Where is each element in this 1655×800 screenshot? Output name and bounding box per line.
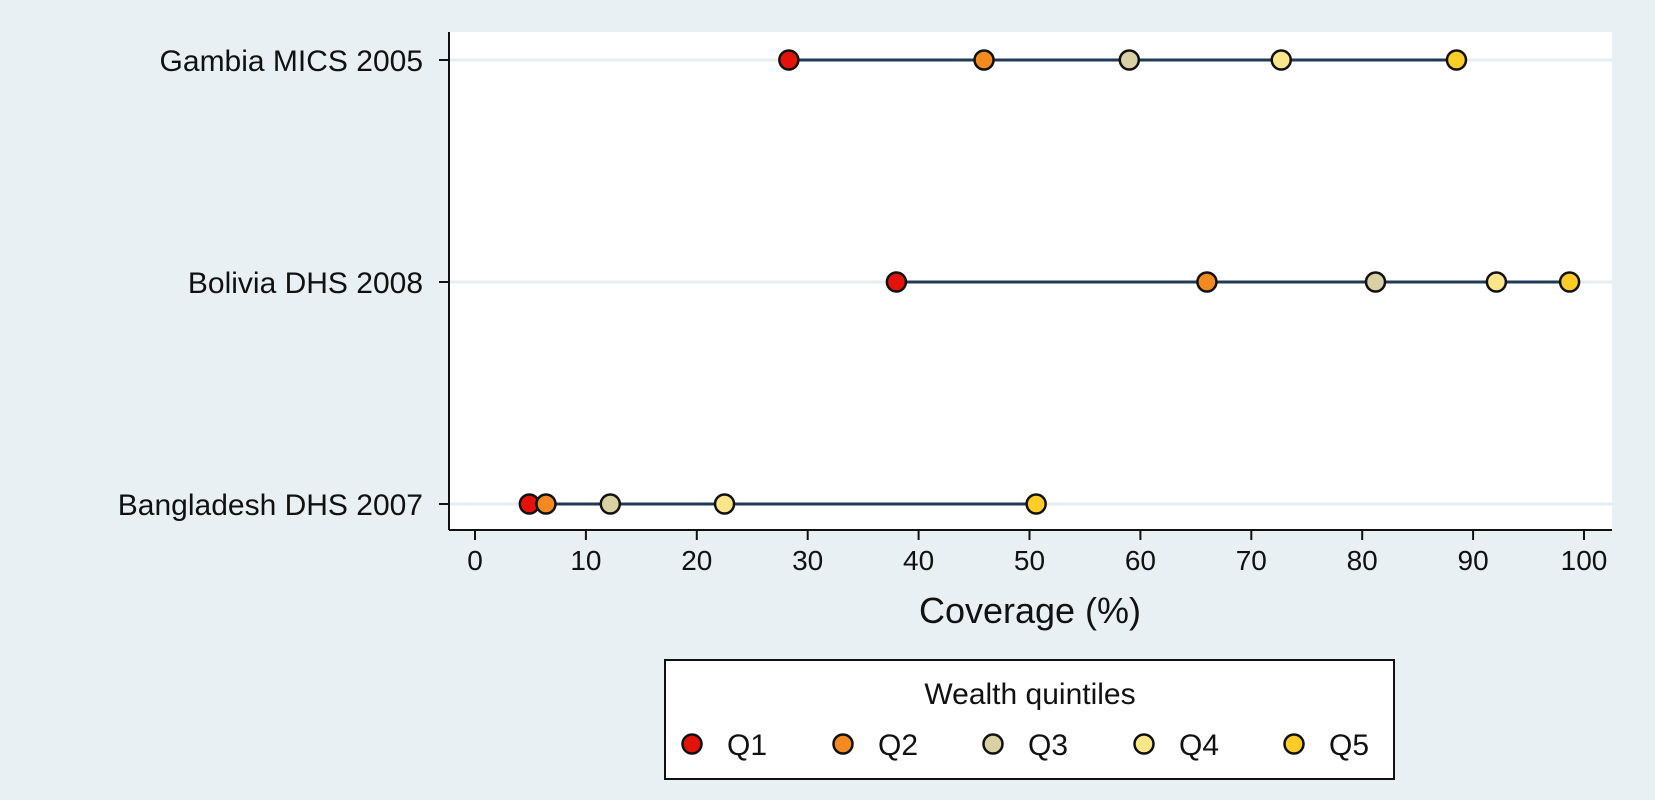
data-point-q4 [713, 493, 736, 515]
data-point-q5 [1445, 49, 1468, 71]
legend-label-q5: Q5 [1329, 729, 1369, 762]
x-tick-label: 70 [1236, 545, 1267, 576]
legend-title: Wealth quintiles [924, 678, 1135, 711]
legend-label-q4: Q4 [1179, 729, 1219, 762]
legend-label-q3: Q3 [1028, 729, 1068, 762]
legend-label-q1: Q1 [727, 729, 767, 762]
data-point-q2 [535, 493, 557, 515]
x-tick-label: 30 [792, 545, 823, 576]
legend-box [664, 659, 1395, 780]
legend: Wealth quintiles Q1 Q2 Q3 Q4 Q5 [664, 659, 1395, 780]
data-point-q3 [1118, 49, 1141, 71]
data-point-q4 [1485, 271, 1508, 293]
data-point-q3 [599, 493, 622, 515]
legend-marker-q2 [832, 733, 854, 755]
legend-label-q2: Q2 [878, 729, 918, 762]
legend-marker-q3 [982, 733, 1004, 755]
data-point-q2 [1196, 271, 1218, 293]
data-point-q5 [1558, 271, 1581, 293]
data-point-q1 [885, 271, 908, 293]
x-tick-label: 80 [1347, 545, 1378, 576]
x-tick-label: 50 [1014, 545, 1045, 576]
x-tick-label: 10 [570, 545, 601, 576]
legend-marker-q4 [1133, 733, 1155, 755]
x-tick-label: 90 [1458, 545, 1489, 576]
x-axis-ticks: 0 10 20 30 40 50 60 70 80 90 100 [467, 530, 1607, 576]
data-point-q1 [778, 49, 800, 71]
category-label: Bangladesh DHS 2007 [118, 489, 423, 522]
legend-marker-q1 [681, 733, 703, 755]
data-points [518, 49, 1581, 515]
x-tick-label: 20 [681, 545, 712, 576]
category-label: Gambia MICS 2005 [160, 45, 423, 78]
data-point-q4 [1270, 49, 1292, 71]
category-label: Bolivia DHS 2008 [188, 267, 423, 300]
data-point-q5 [1025, 493, 1047, 515]
data-point-q2 [973, 49, 995, 71]
legend-items: Q1 Q2 Q3 Q4 Q5 [681, 729, 1369, 762]
y-axis-ticks: Gambia MICS 2005 Bolivia DHS 2008 Banglade… [118, 45, 449, 522]
legend-marker-q5 [1283, 733, 1305, 755]
x-tick-label: 60 [1125, 545, 1156, 576]
x-tick-label: 0 [467, 545, 483, 576]
data-point-q3 [1364, 271, 1387, 293]
x-axis-title: Coverage (%) [919, 590, 1141, 631]
x-tick-label: 100 [1561, 545, 1608, 576]
x-tick-label: 40 [903, 545, 934, 576]
